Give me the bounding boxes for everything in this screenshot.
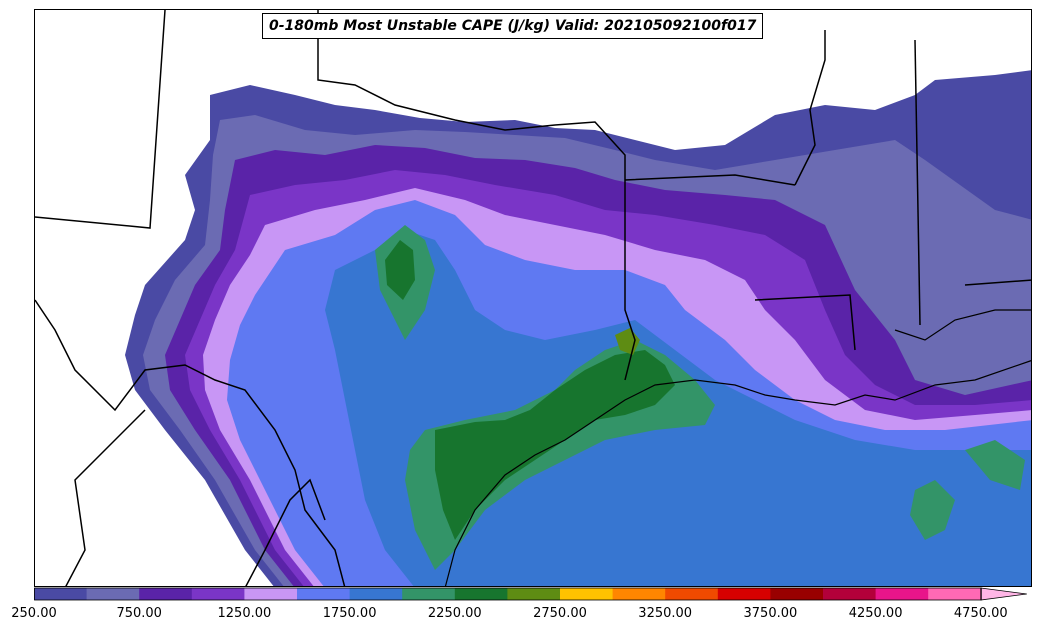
colorbar-segment <box>34 588 88 600</box>
colorbar <box>34 587 1027 601</box>
colorbar-segment <box>244 588 298 600</box>
colorbar-segment <box>875 588 929 600</box>
colorbar-tick-label: 750.00 <box>116 606 162 621</box>
colorbar-segment <box>770 588 824 600</box>
coastline <box>444 309 1031 586</box>
colorbar-segment <box>86 588 140 600</box>
colorbar-segment <box>560 588 614 600</box>
colorbar-tick-label: 2250.00 <box>427 606 482 621</box>
colorbar-tick-label: 250.00 <box>11 606 57 621</box>
cape-band-2000 <box>375 225 1025 570</box>
cape-band-2250 <box>385 240 675 540</box>
colorbar-segment <box>928 588 982 600</box>
colorbar-segment <box>139 588 193 600</box>
colorbar-tick-label: 1750.00 <box>322 606 377 621</box>
map-plot-area <box>34 9 1032 587</box>
map-title: 0-180mb Most Unstable CAPE (J/kg) Valid:… <box>262 13 764 39</box>
colorbar-tick-label: 4750.00 <box>953 606 1008 621</box>
colorbar-segment <box>454 588 508 600</box>
colorbar-tick-label: 1250.00 <box>217 606 272 621</box>
colorbar-segment <box>717 588 771 600</box>
colorbar-segment <box>507 588 561 600</box>
colorbar-tick-label: 2750.00 <box>533 606 587 621</box>
colorbar-segment <box>402 588 456 600</box>
colorbar-segment <box>612 588 666 600</box>
state-borders <box>35 10 1031 586</box>
colorbar-segment <box>665 588 719 600</box>
colorbar-tick-label: 3750.00 <box>743 606 798 621</box>
colorbar-tick-label: 4250.00 <box>848 606 903 621</box>
colorbar-segment <box>349 588 403 600</box>
colorbar-segment <box>191 588 245 600</box>
colorbar-segment <box>823 588 877 600</box>
colorbar-outline <box>34 587 982 601</box>
colorbar-extend-arrow <box>980 587 1027 601</box>
colorbar-tick-label: 3250.00 <box>638 606 693 621</box>
colorbar-segment <box>297 588 351 600</box>
cape-contour-map <box>35 10 1031 586</box>
